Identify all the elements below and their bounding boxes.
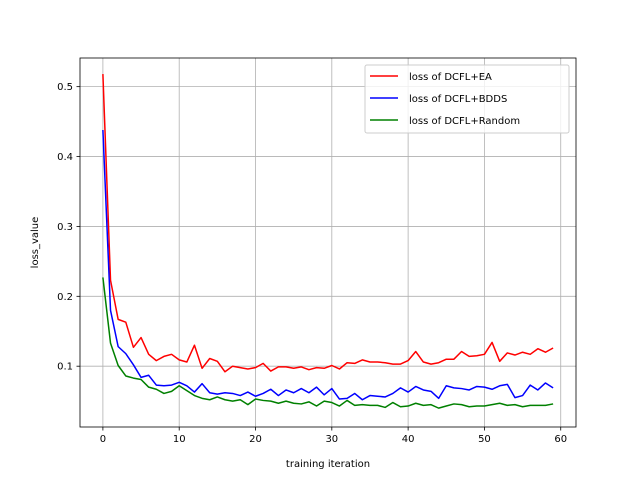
legend-label-2: loss of DCFL+BDDS [409, 94, 507, 105]
y-tick-label: 0.3 [57, 222, 73, 233]
grid [80, 58, 576, 427]
y-tick-label: 0.1 [57, 362, 73, 373]
x-tick-label: 10 [173, 434, 186, 445]
y-axis-label: loss_value [30, 217, 41, 269]
series-line-2 [102, 129, 554, 401]
x-tick-label: 50 [478, 434, 491, 445]
x-tick-label: 0 [100, 434, 106, 445]
legend: loss of DCFL+EA loss of DCFL+BDDS loss of … [364, 64, 570, 134]
x-axis-label: training iteration [286, 459, 370, 470]
x-tick-label: 40 [402, 434, 415, 445]
x-tick-label: 60 [554, 434, 567, 445]
axes-frame [79, 57, 577, 428]
series-line-1 [102, 74, 554, 373]
x-tick-label: 20 [249, 434, 262, 445]
legend-label-1: loss of DCFL+EA [409, 72, 492, 83]
series-lines [102, 74, 554, 409]
series-line-3 [102, 277, 554, 409]
x-tick-label: 30 [325, 434, 338, 445]
y-tick-label: 0.5 [57, 82, 73, 93]
x-axis-ticks: 0 10 20 30 40 50 60 [100, 427, 567, 445]
y-tick-label: 0.4 [57, 152, 73, 163]
legend-label-3: loss of DCFL+Random [409, 116, 520, 127]
legend-box [364, 64, 570, 134]
y-tick-label: 0.2 [57, 292, 73, 303]
y-axis-ticks: 0.1 0.2 0.3 0.4 0.5 [57, 82, 80, 373]
